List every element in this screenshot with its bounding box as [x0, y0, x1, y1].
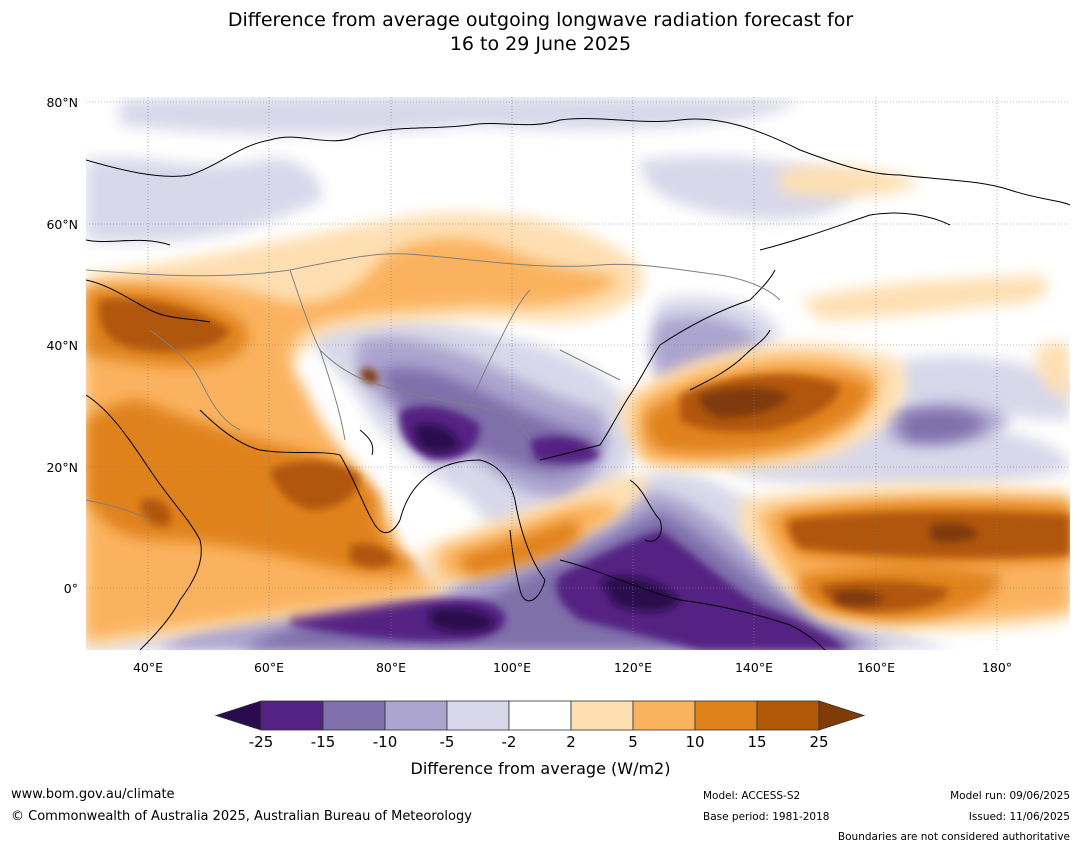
lat-label-equator: 0°	[63, 581, 78, 596]
colorbar-extend-low	[214, 700, 262, 731]
colorbar-label: 2	[566, 733, 576, 751]
copyright-text: © Commonwealth of Australia 2025, Austra…	[11, 809, 472, 824]
lon-label-160e: 160°E	[856, 660, 895, 675]
chart-title: Difference from average outgoing longwav…	[0, 8, 1081, 56]
colorbar-swatch	[384, 700, 448, 731]
lat-label-20n: 20°N	[46, 460, 78, 475]
colorbar-swatch	[694, 700, 758, 731]
website-link[interactable]: www.bom.gov.au/climate	[11, 787, 175, 802]
coastlines	[86, 118, 1070, 650]
colorbar-title: Difference from average (W/m2)	[410, 759, 671, 778]
colorbar-label: 25	[809, 733, 829, 751]
colorbar-label: -15	[310, 733, 336, 751]
colorbar-swatch	[570, 700, 634, 731]
colorbar-swatch	[632, 700, 696, 731]
colorbar-extend-high	[818, 700, 866, 731]
title-line-1: Difference from average outgoing longwav…	[227, 9, 854, 31]
colorbar-label: -10	[372, 733, 398, 751]
lon-label-140e: 140°E	[734, 660, 773, 675]
lat-label-40n: 40°N	[46, 338, 78, 353]
lon-label-100e: 100°E	[492, 660, 531, 675]
colorbar-swatch	[260, 700, 324, 731]
title-line-2: 16 to 29 June 2025	[449, 33, 632, 55]
colorbar-swatch	[756, 700, 820, 731]
colorbar-label: 10	[685, 733, 705, 751]
anomaly-field	[86, 97, 1070, 650]
issued-text: Issued: 11/06/2025	[968, 811, 1070, 823]
colorbar-label: 5	[628, 733, 638, 751]
lon-label-180: 180°	[981, 660, 1013, 675]
lon-label-60e: 60°E	[253, 660, 285, 675]
colorbar-swatch	[508, 700, 572, 731]
lat-label-60n: 60°N	[46, 217, 78, 232]
colorbar-label: -2	[501, 733, 517, 751]
gridlines	[86, 97, 1070, 650]
colorbar	[214, 700, 866, 731]
lon-label-40e: 40°E	[132, 660, 164, 675]
colorbar-label: 15	[747, 733, 767, 751]
model-text: Model: ACCESS-S2	[703, 790, 801, 802]
model-run-text: Model run: 09/06/2025	[950, 790, 1070, 802]
colorbar-label: -25	[248, 733, 274, 751]
colorbar-swatch	[322, 700, 386, 731]
colorbar-label: -5	[439, 733, 455, 751]
lon-label-120e: 120°E	[613, 660, 652, 675]
country-borders	[86, 253, 781, 521]
lon-label-80e: 80°E	[375, 660, 407, 675]
base-period-text: Base period: 1981-2018	[703, 811, 830, 823]
disclaimer-text: Boundaries are not considered authoritat…	[837, 831, 1070, 843]
colorbar-swatch	[446, 700, 510, 731]
lat-label-80n: 80°N	[46, 95, 78, 110]
